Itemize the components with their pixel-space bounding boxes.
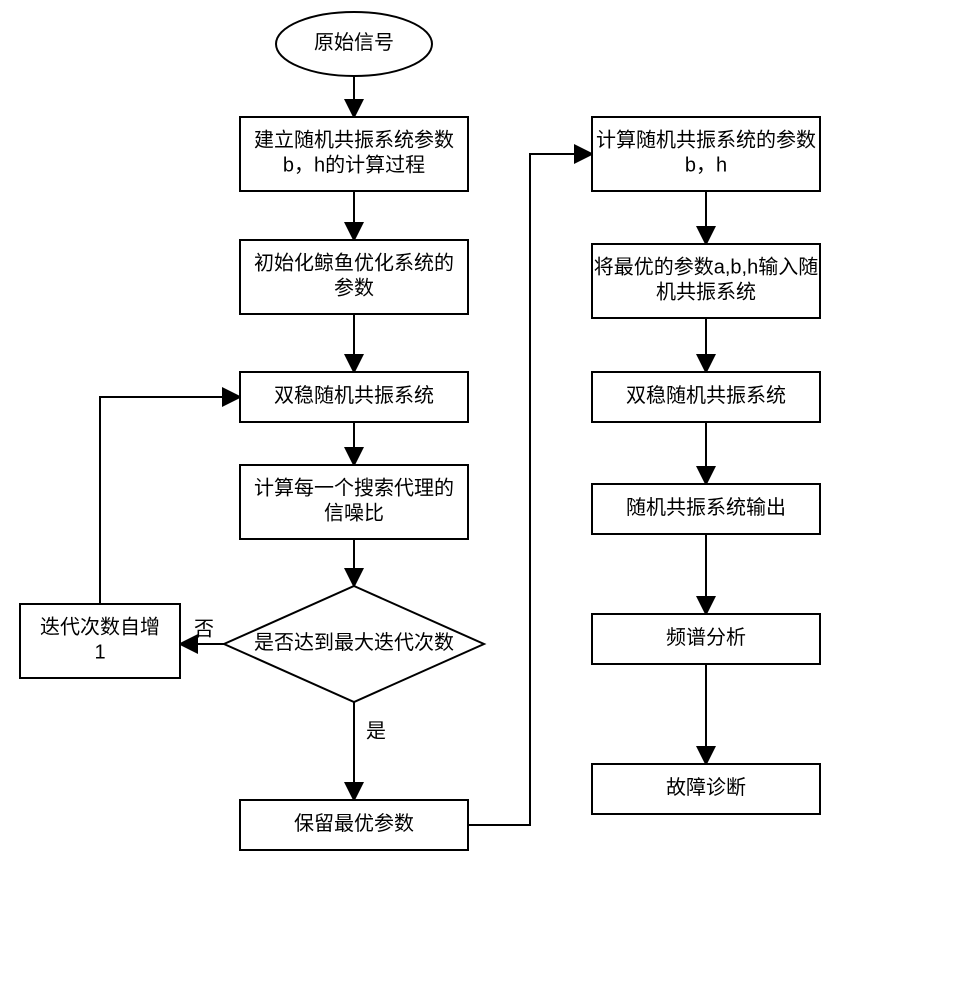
node-r4: 随机共振系统输出 [592,484,820,534]
node-d1: 是否达到最大迭代次数 [224,586,484,702]
node-n3: 双稳随机共振系统 [240,372,468,422]
flowchart-canvas: 是否原始信号建立随机共振系统参数b，h的计算过程初始化鲸鱼优化系统的参数双稳随机… [0,0,964,1000]
edge [468,154,592,825]
svg-text:保留最优参数: 保留最优参数 [294,812,414,835]
node-n4: 计算每一个搜索代理的信噪比 [240,465,468,539]
svg-text:双稳随机共振系统: 双稳随机共振系统 [274,384,434,407]
node-r1: 计算随机共振系统的参数b，h [592,117,820,191]
svg-text:原始信号: 原始信号 [314,31,394,54]
node-r2: 将最优的参数a,b,h输入随机共振系统 [592,244,820,318]
svg-text:双稳随机共振系统: 双稳随机共振系统 [626,384,786,407]
edge-label: 否 [194,618,214,640]
edge [100,397,240,604]
edge-label: 是 [366,720,386,742]
node-n1: 建立随机共振系统参数b，h的计算过程 [240,117,468,191]
node-r3: 双稳随机共振系统 [592,372,820,422]
node-r6: 故障诊断 [592,764,820,814]
svg-text:故障诊断: 故障诊断 [666,776,746,799]
node-n2: 初始化鲸鱼优化系统的参数 [240,240,468,314]
svg-text:频谱分析: 频谱分析 [666,626,746,649]
node-loop: 迭代次数自增1 [20,604,180,678]
svg-text:是否达到最大迭代次数: 是否达到最大迭代次数 [254,631,454,654]
node-n5: 保留最优参数 [240,800,468,850]
svg-text:随机共振系统输出: 随机共振系统输出 [626,496,786,519]
nodes-layer: 原始信号建立随机共振系统参数b，h的计算过程初始化鲸鱼优化系统的参数双稳随机共振… [20,12,820,850]
node-start: 原始信号 [276,12,432,76]
node-r5: 频谱分析 [592,614,820,664]
